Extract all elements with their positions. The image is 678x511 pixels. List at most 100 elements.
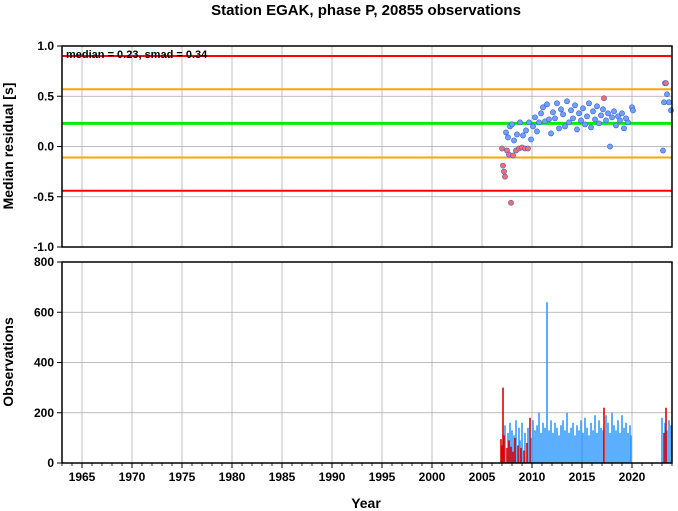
residual-point: [534, 128, 540, 135]
residual-point: [572, 102, 578, 109]
residual-point: [580, 105, 586, 112]
residual-point: [625, 119, 631, 126]
residual-point: [592, 116, 598, 123]
residual-point: [556, 125, 562, 132]
year-x-ticks: 1965 1970 1975 1980 1985 1990 1995 2000 2005 2010…: [61, 463, 673, 484]
residual-point: [550, 109, 556, 116]
residual-point: [525, 145, 531, 152]
residual-point: [582, 121, 588, 128]
residual-point: [660, 147, 666, 154]
chart-title: Station EGAK, phase P, 20855 observation…: [211, 2, 521, 19]
residual-point: [613, 122, 619, 129]
year-x-tick-label: 1990: [319, 470, 346, 484]
residual-point: [600, 106, 606, 113]
residual-point: [554, 100, 560, 107]
residual-point: [560, 111, 566, 118]
residual-point: [611, 108, 617, 115]
residual-point: [574, 126, 580, 133]
residual-point: [586, 100, 592, 107]
residual-point: [532, 114, 538, 121]
year-x-tick-label: 1965: [69, 470, 96, 484]
residual-point: [514, 131, 520, 138]
residual-point: [570, 115, 576, 122]
residual-point: [666, 99, 672, 106]
residual-point: [601, 95, 607, 102]
residual-point: [617, 117, 623, 124]
residual-point: [590, 108, 596, 115]
residual-point: [501, 168, 507, 175]
residual-point: [664, 91, 670, 98]
residual-point: [538, 110, 544, 117]
residual-point: [584, 113, 590, 120]
residual-y-axis-label: Median residual [s]: [0, 83, 16, 210]
residual-point: [663, 80, 669, 87]
residual-y-tick-label: 1.0: [37, 39, 54, 53]
residual-point: [528, 136, 534, 143]
year-x-tick-label: 2010: [519, 470, 546, 484]
year-x-tick-label: 2020: [619, 470, 646, 484]
residual-panel: median = 0.23, smad = 0.34 1.0 0.5 0.0 -0.5…: [0, 39, 674, 254]
residual-point: [594, 103, 600, 110]
residual-point: [510, 152, 516, 159]
residual-point: [661, 99, 667, 106]
residual-y-tick-label: -1.0: [33, 240, 54, 254]
residual-point: [502, 173, 508, 180]
observations-y-tick-label: 600: [34, 305, 54, 319]
residual-point: [576, 110, 582, 117]
residual-point: [523, 127, 529, 134]
residual-point: [588, 124, 594, 131]
observations-y-tick-label: 800: [34, 255, 54, 269]
residual-point: [603, 117, 609, 124]
year-x-axis-label: Year: [351, 495, 381, 511]
residual-y-tick-label: 0.0: [37, 140, 54, 154]
year-x-tick-label: 1980: [219, 470, 246, 484]
year-x-tick-label: 1985: [269, 470, 296, 484]
observations-y-ticks: 800 600 400 200 0: [34, 255, 62, 470]
residual-point: [544, 101, 550, 108]
residual-point: [508, 199, 514, 206]
residual-point: [605, 110, 611, 117]
residual-point: [630, 107, 636, 114]
observations-y-tick-label: 400: [34, 356, 54, 370]
observations-bars: [500, 302, 672, 463]
residual-point: [619, 110, 625, 117]
residual-point: [520, 132, 526, 139]
residual-point: [511, 137, 517, 144]
residual-point: [548, 130, 554, 137]
observations-y-axis-label: Observations: [0, 317, 16, 407]
residual-point: [530, 123, 536, 130]
median-smad-annotation: median = 0.23, smad = 0.34: [66, 49, 208, 61]
residual-point: [526, 119, 532, 126]
residual-point: [598, 112, 604, 119]
residual-points: [499, 80, 674, 206]
year-x-tick-label: 1995: [369, 470, 396, 484]
observations-y-tick-label: 0: [47, 456, 54, 470]
year-x-tick-label: 1975: [169, 470, 196, 484]
residual-point: [621, 125, 627, 132]
residual-point: [668, 107, 674, 114]
residual-point: [566, 119, 572, 126]
residual-point: [536, 119, 542, 126]
residual-point: [568, 107, 574, 114]
residual-point: [546, 116, 552, 123]
residual-point: [607, 143, 613, 150]
residual-y-tick-label: -0.5: [33, 190, 54, 204]
residual-y-tick-label: 0.5: [37, 89, 54, 103]
observations-grid: [62, 262, 672, 463]
residual-point: [578, 117, 584, 124]
residual-reference-lines: [62, 55, 672, 192]
observations-panel: 800 600 400 200 0 1965 1970 1975 1980 1985 1990 19…: [0, 255, 673, 511]
residual-point: [503, 129, 509, 136]
residual-point: [552, 115, 558, 122]
residual-point: [499, 145, 505, 152]
residual-point: [596, 120, 602, 127]
residual-point: [500, 162, 506, 169]
year-x-tick-label: 2005: [469, 470, 496, 484]
residual-point: [540, 104, 546, 111]
residual-point: [509, 121, 515, 128]
observations-y-tick-label: 200: [34, 406, 54, 420]
residual-y-ticks: 1.0 0.5 0.0 -0.5 -1.0: [33, 39, 62, 254]
year-x-tick-label: 2015: [569, 470, 596, 484]
year-x-tick-label: 1970: [119, 470, 146, 484]
